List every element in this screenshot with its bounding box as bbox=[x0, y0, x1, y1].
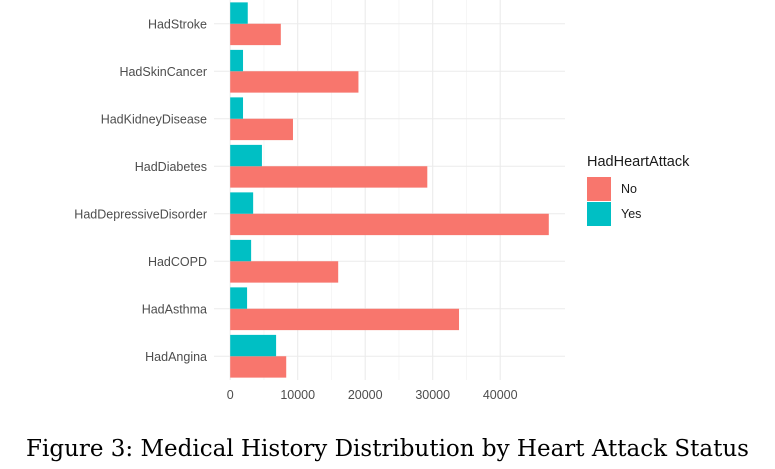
bar-no-hadangina bbox=[230, 356, 287, 378]
figure-caption: Figure 3: Medical History Distribution b… bbox=[26, 436, 749, 462]
legend-label: Yes bbox=[621, 207, 641, 221]
bar-yes-hadangina bbox=[230, 334, 277, 357]
category-label: HadKidneyDisease bbox=[101, 112, 207, 126]
legend: HadHeartAttack No Yes bbox=[587, 154, 690, 226]
bar-no-hadkidneydisease bbox=[230, 118, 293, 141]
category-label: HadAsthma bbox=[142, 302, 207, 316]
bar-yes-haddiabetes bbox=[230, 144, 262, 167]
x-tick-label: 40000 bbox=[483, 388, 518, 402]
legend-key-yes bbox=[587, 202, 611, 226]
x-tick-labels: 0 10000 20000 30000 40000 bbox=[227, 388, 518, 402]
bars bbox=[230, 2, 549, 378]
bar-yes-hadkidneydisease bbox=[230, 97, 244, 119]
bar-yes-hadasthma bbox=[230, 287, 248, 309]
category-label: HadDiabetes bbox=[135, 160, 207, 174]
bar-no-hadasthma bbox=[230, 308, 460, 331]
category-labels: HadAngina HadAsthma HadCOPD HadDepressiveDi… bbox=[74, 17, 207, 364]
category-label: HadCOPD bbox=[148, 255, 207, 269]
x-tick-label: 10000 bbox=[280, 388, 315, 402]
bar-yes-hadstroke bbox=[230, 2, 248, 24]
legend-key-no bbox=[587, 177, 611, 201]
bar-yes-haddepressivedisorder bbox=[230, 192, 254, 214]
bar-no-haddepressivedisorder bbox=[230, 213, 549, 236]
bar-yes-hadskincancer bbox=[230, 49, 244, 72]
bar-yes-hadcopd bbox=[230, 239, 252, 262]
category-label: HadStroke bbox=[148, 17, 207, 31]
bar-no-hadcopd bbox=[230, 261, 339, 283]
x-tick-label: 20000 bbox=[348, 388, 383, 402]
category-label: HadSkinCancer bbox=[119, 65, 207, 79]
legend-title: HadHeartAttack bbox=[587, 154, 690, 170]
category-label: HadAngina bbox=[145, 350, 207, 364]
bar-chart: HadAngina HadAsthma HadCOPD HadDepressiveDi… bbox=[74, 0, 690, 402]
bar-no-hadstroke bbox=[230, 23, 281, 46]
x-tick-label: 0 bbox=[227, 388, 234, 402]
bar-no-haddiabetes bbox=[230, 166, 428, 188]
category-label: HadDepressiveDisorder bbox=[74, 207, 207, 221]
x-tick-label: 30000 bbox=[415, 388, 450, 402]
bar-no-hadskincancer bbox=[230, 71, 359, 93]
legend-label: No bbox=[621, 182, 637, 196]
